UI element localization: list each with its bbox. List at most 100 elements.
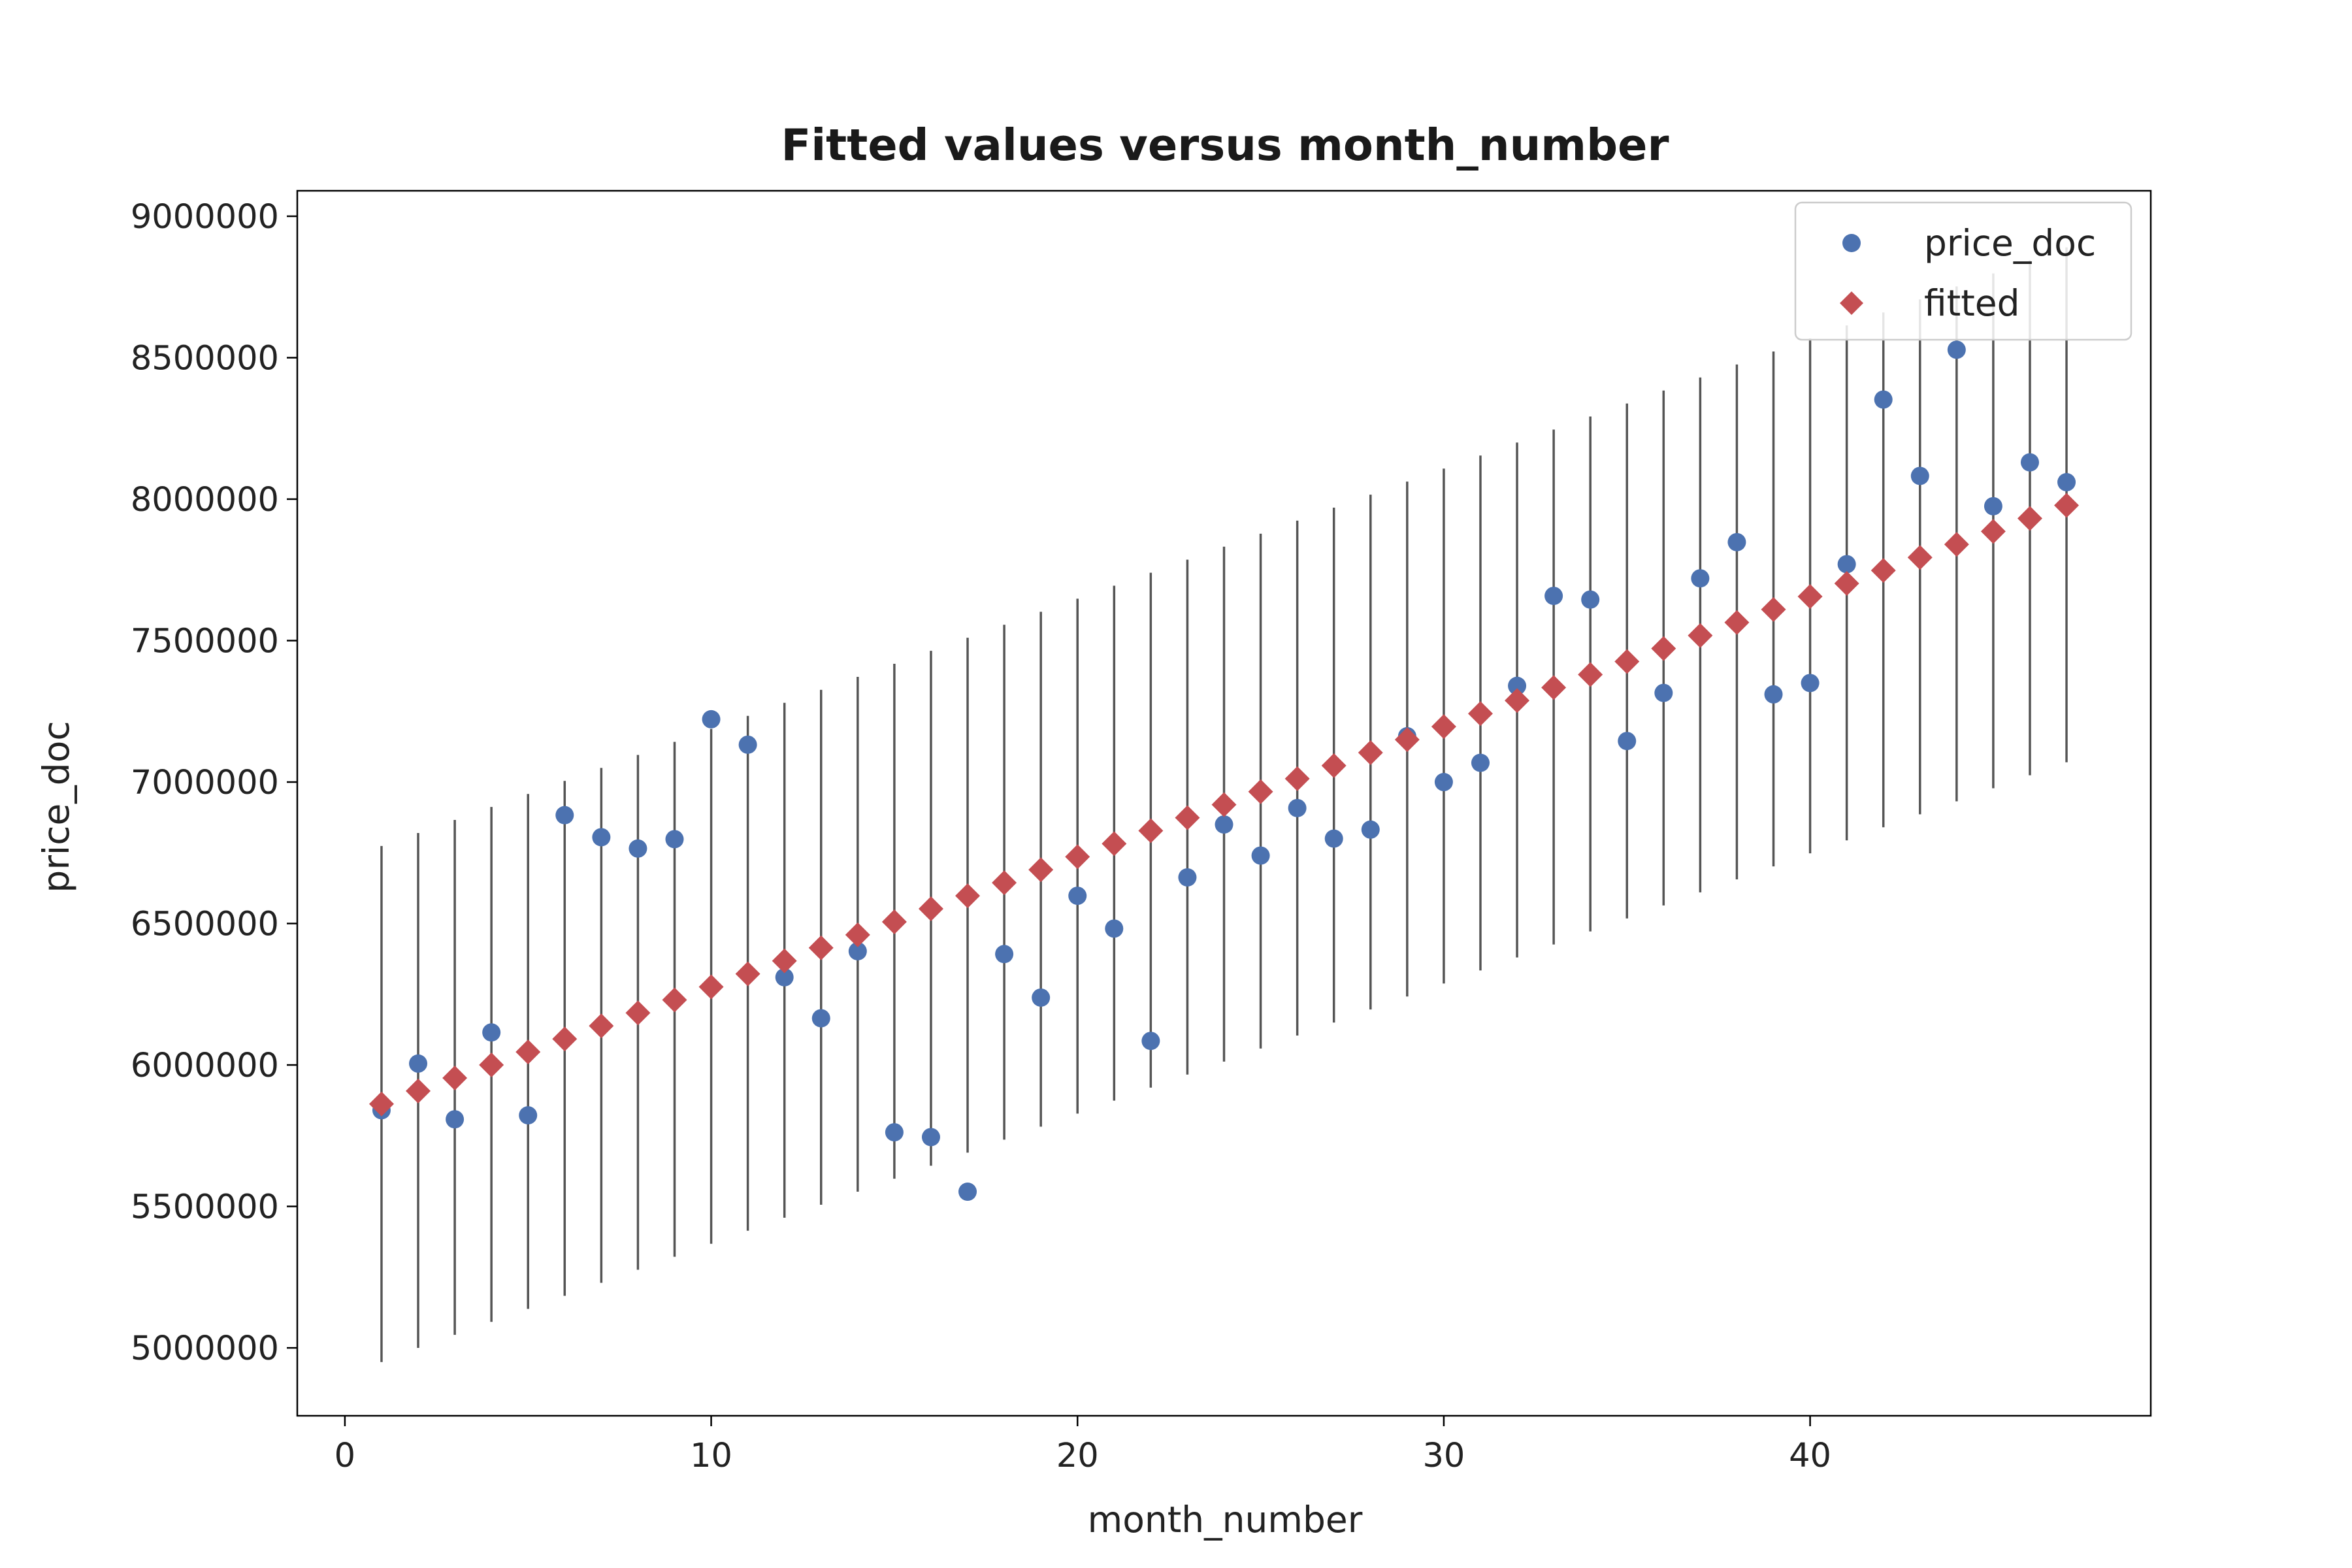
data-point-fitted (1688, 623, 1713, 648)
y-tick-label-8500000: 8500000 (131, 339, 279, 378)
data-point-price-doc (1654, 683, 1673, 702)
y-axis: 5000000 5500000 6000000 6500000 7000000 75000… (131, 198, 297, 1368)
y-tick-label-5000000: 5000000 (131, 1330, 279, 1368)
data-point-price-doc (738, 735, 757, 754)
data-point-price-doc (1691, 569, 1710, 588)
data-point-fitted (625, 1000, 651, 1026)
data-point-fitted (1541, 675, 1567, 700)
data-point-fitted (1248, 779, 1273, 804)
data-point-price-doc (1215, 815, 1233, 834)
data-point-fitted (1724, 610, 1750, 635)
legend: price_doc fitted (1794, 201, 2132, 341)
data-point-fitted (1394, 727, 1420, 753)
data-point-fitted (1834, 571, 1859, 596)
y-tick-label-8000000: 8000000 (131, 481, 279, 519)
data-point-price-doc (1837, 555, 1856, 574)
legend-marker-price-doc (1842, 234, 1861, 252)
x-axis: 0 10 20 30 40 (335, 1416, 1831, 1475)
data-point-fitted (1980, 519, 2006, 544)
data-point-fitted (442, 1065, 468, 1090)
data-point-price-doc (921, 1128, 940, 1147)
data-point-price-doc (1434, 773, 1453, 792)
data-point-price-doc (1141, 1032, 1160, 1051)
data-point-fitted (1797, 583, 1823, 609)
legend-label-fitted: fitted (1924, 282, 2020, 324)
x-tick-label-10: 10 (690, 1437, 732, 1475)
data-point-fitted (1578, 662, 1603, 687)
data-point-price-doc (1764, 685, 1783, 704)
data-point-price-doc (1508, 676, 1527, 695)
data-point-price-doc (1324, 829, 1343, 848)
data-point-fitted (918, 896, 943, 922)
data-point-fitted (515, 1039, 541, 1065)
x-tick-label-0: 0 (335, 1437, 355, 1475)
data-point-fitted (1175, 805, 1200, 830)
data-point-fitted (1614, 649, 1640, 674)
data-point-price-doc (1105, 919, 1124, 938)
data-point-fitted (552, 1026, 578, 1052)
data-point-fitted (1211, 792, 1237, 817)
data-point-fitted (845, 922, 870, 947)
data-point-price-doc (1984, 497, 2002, 515)
data-point-price-doc (1251, 846, 1270, 865)
data-point-price-doc (446, 1110, 465, 1129)
data-point-price-doc (1727, 532, 1746, 551)
data-point-price-doc (629, 839, 647, 858)
fitted-series (368, 493, 2080, 1117)
data-point-price-doc (995, 945, 1014, 964)
data-point-fitted (1907, 545, 1933, 570)
data-point-price-doc (482, 1023, 501, 1042)
data-point-fitted (881, 909, 907, 934)
data-point-fitted (589, 1013, 614, 1039)
data-point-fitted (1505, 688, 1530, 713)
data-point-fitted (808, 935, 834, 960)
data-point-price-doc (1032, 988, 1051, 1007)
data-point-fitted (735, 961, 760, 987)
data-point-fitted (1284, 766, 1310, 791)
data-point-price-doc (665, 830, 684, 849)
y-tick-label-9000000: 9000000 (131, 198, 279, 237)
data-point-price-doc (1947, 340, 1966, 359)
data-point-fitted (698, 974, 724, 1000)
x-tick-label-30: 30 (1422, 1437, 1465, 1475)
data-point-fitted (955, 883, 981, 909)
chart-title: Fitted values versus month_number (781, 120, 1669, 171)
data-point-fitted (479, 1053, 504, 1078)
plot-area (296, 189, 2152, 1417)
y-tick-label-6500000: 6500000 (131, 906, 279, 944)
data-point-price-doc (848, 941, 867, 960)
data-point-fitted (1358, 740, 1383, 765)
data-point-fitted (772, 948, 797, 973)
data-point-price-doc (1361, 820, 1380, 839)
data-point-fitted (1870, 558, 1896, 583)
data-point-price-doc (2020, 453, 2039, 472)
x-tick-label-20: 20 (1056, 1437, 1099, 1475)
y-tick-label-7500000: 7500000 (131, 623, 279, 661)
plot-frame (296, 189, 2152, 1417)
legend-label-price-doc: price_doc (1924, 222, 2096, 264)
data-point-price-doc (1618, 732, 1637, 751)
data-point-fitted (1028, 857, 1054, 883)
data-point-price-doc (702, 710, 721, 728)
data-point-price-doc (1471, 753, 1490, 772)
data-point-fitted (1651, 636, 1676, 661)
data-point-price-doc (958, 1183, 977, 1201)
data-point-fitted (1321, 753, 1347, 778)
legend-box (1794, 201, 2132, 341)
x-tick-label-40: 40 (1789, 1437, 1831, 1475)
data-point-price-doc (1910, 466, 1929, 485)
data-point-price-doc (2057, 473, 2076, 492)
data-point-price-doc (811, 1009, 830, 1028)
data-point-price-doc (885, 1123, 904, 1142)
data-point-fitted (992, 870, 1017, 896)
data-point-price-doc (1581, 590, 1600, 609)
data-point-fitted (368, 1091, 394, 1117)
data-point-fitted (406, 1078, 431, 1103)
data-point-fitted (1065, 844, 1090, 870)
data-point-price-doc (555, 806, 574, 825)
x-axis-label: month_number (1088, 1499, 1363, 1541)
y-tick-label-7000000: 7000000 (131, 764, 279, 802)
data-point-fitted (1761, 596, 1786, 622)
data-point-price-doc (1068, 887, 1087, 906)
